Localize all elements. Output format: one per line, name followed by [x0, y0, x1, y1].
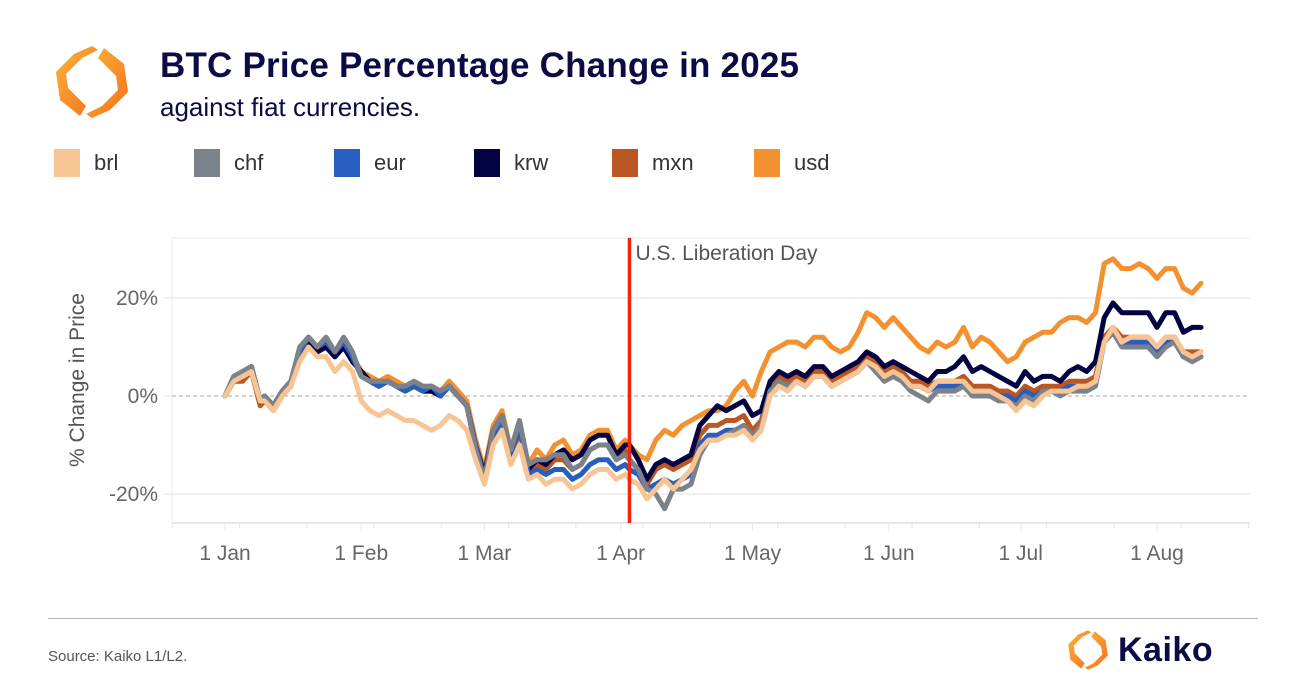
- legend-label: eur: [374, 150, 406, 175]
- x-tick-label: 1 Jun: [863, 542, 914, 565]
- y-tick-label: 20%: [116, 287, 158, 310]
- legend-swatch: [194, 149, 220, 177]
- axes: 20% 0% -20% 1 Jan 1 Feb 1 Mar 1 Apr 1 May 1 Jun 1…: [109, 287, 1249, 565]
- x-tick-label: 1 Mar: [458, 542, 512, 565]
- annotations: U.S. Liberation Day: [627, 238, 818, 523]
- series-line-mxn: [222, 324, 1204, 487]
- kaiko-logo-icon: [56, 46, 128, 118]
- legend-swatch: [54, 149, 80, 177]
- footer-divider: [48, 618, 1258, 619]
- x-tick-label: 1 Aug: [1130, 542, 1184, 565]
- legend-label: usd: [794, 150, 830, 175]
- grid: [171, 237, 1250, 524]
- kaiko-mark-icon: [1068, 630, 1108, 670]
- source-note: Source: Kaiko L1/L2.: [48, 648, 188, 665]
- legend-item-eur[interactable]: eur: [334, 148, 406, 178]
- series-line-usd: [222, 256, 1204, 472]
- legend-swatch: [334, 149, 360, 177]
- legend-label: mxn: [652, 150, 694, 175]
- y-axis-label: % Change in Price: [66, 293, 89, 467]
- x-tick-label: 1 Jan: [199, 542, 250, 565]
- x-tick-label: 1 Feb: [334, 542, 388, 565]
- legend-label: chf: [234, 150, 264, 175]
- x-tick-label: 1 May: [724, 542, 782, 565]
- legend-label: brl: [94, 150, 119, 175]
- brand-logo: Kaiko: [1066, 628, 1213, 672]
- legend-item-krw[interactable]: krw: [474, 148, 548, 178]
- y-tick-label: -20%: [109, 483, 158, 506]
- legend-item-usd[interactable]: usd: [754, 148, 829, 178]
- legend-swatch: [612, 149, 638, 177]
- series-lines: [222, 256, 1204, 512]
- x-tick-label: 1 Jul: [999, 542, 1043, 565]
- chart-title: BTC Price Percentage Change in 2025: [160, 46, 800, 85]
- series-line-brl: [222, 324, 1204, 502]
- legend-item-brl[interactable]: brl: [54, 148, 118, 178]
- brand-name: Kaiko: [1118, 630, 1214, 669]
- legend-swatch: [754, 149, 780, 177]
- legend-item-mxn[interactable]: mxn: [612, 148, 694, 178]
- x-tick-label: 1 Apr: [596, 542, 645, 565]
- series-line-chf: [222, 329, 1204, 512]
- legend-item-chf[interactable]: chf: [194, 148, 263, 178]
- y-tick-label: 0%: [128, 385, 158, 408]
- chart-subtitle: against fiat currencies.: [160, 92, 421, 122]
- annotation-label: U.S. Liberation Day: [635, 242, 818, 265]
- legend-swatch: [474, 149, 500, 177]
- legend-label: krw: [514, 150, 549, 175]
